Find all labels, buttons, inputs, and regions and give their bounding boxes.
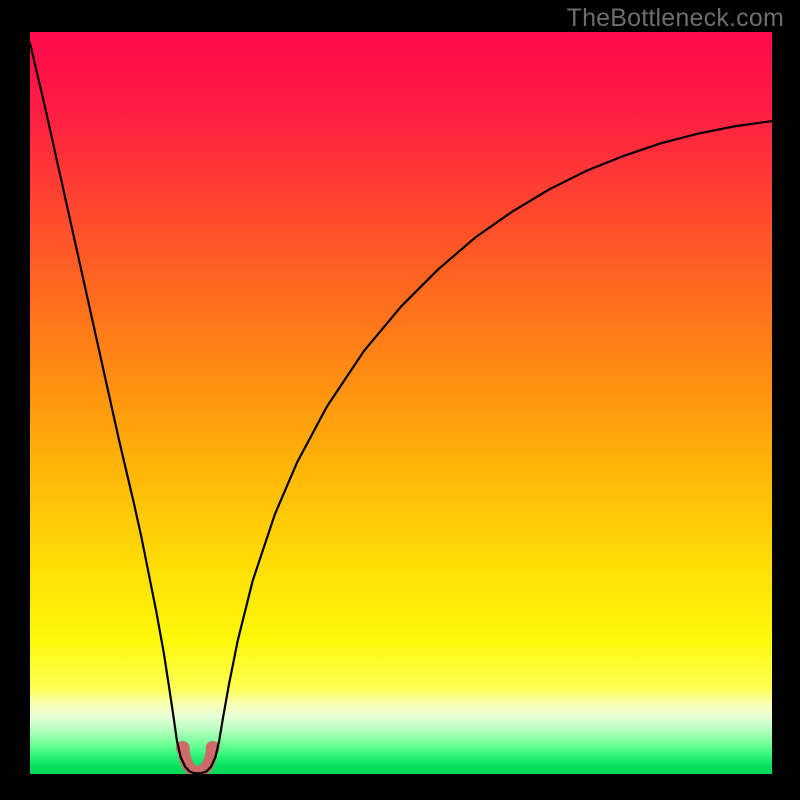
plot-area xyxy=(30,32,772,774)
chart-root: TheBottleneck.com xyxy=(0,0,800,800)
watermark-label: TheBottleneck.com xyxy=(567,4,784,33)
chart-svg xyxy=(30,32,772,774)
